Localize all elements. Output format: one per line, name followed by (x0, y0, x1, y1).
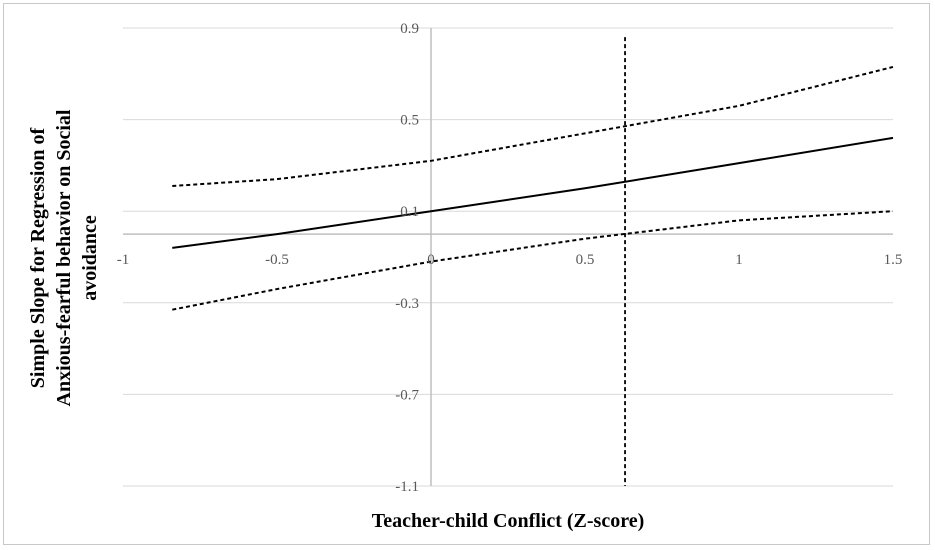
y-tick-label: 0.9 (400, 21, 419, 37)
y-axis-title: Simple Slope for Regression of Anxious-f… (27, 109, 101, 406)
series-lines (172, 65, 894, 311)
y-tick-label: -0.7 (395, 387, 419, 403)
chart-frame (3, 3, 930, 545)
axes (123, 28, 893, 486)
y-tick-label: 0.1 (400, 204, 419, 220)
simple-slope-line (172, 136, 894, 249)
x-tick-label: 1 (735, 252, 743, 268)
tick-labels: 0.9 0.5 0.1 -0.3 -0.7 -1.1 -1 -0.5 0 0.5 1 1.5 (117, 21, 903, 495)
y-axis-title-line-1: Simple Slope for Regression of (27, 127, 49, 388)
y-axis-title-line-3: avoidance (79, 215, 101, 301)
x-tick-label: -1 (117, 252, 130, 268)
y-axis-title-line-2: Anxious-fearful behavior on Social (53, 109, 75, 406)
gridlines (123, 27, 893, 487)
y-tick-label: 0.5 (400, 113, 419, 129)
y-tick-label: -0.3 (395, 296, 419, 312)
x-axis-title: Teacher-child Conflict (Z-score) (372, 510, 645, 532)
x-tick-label: 0 (427, 252, 435, 268)
y-tick-label: -1.1 (395, 479, 419, 495)
x-tick-label: 0.5 (576, 252, 595, 268)
x-tick-label: -0.5 (265, 252, 289, 268)
x-tick-label: 1.5 (884, 252, 903, 268)
confidence-band-line (172, 65, 894, 188)
